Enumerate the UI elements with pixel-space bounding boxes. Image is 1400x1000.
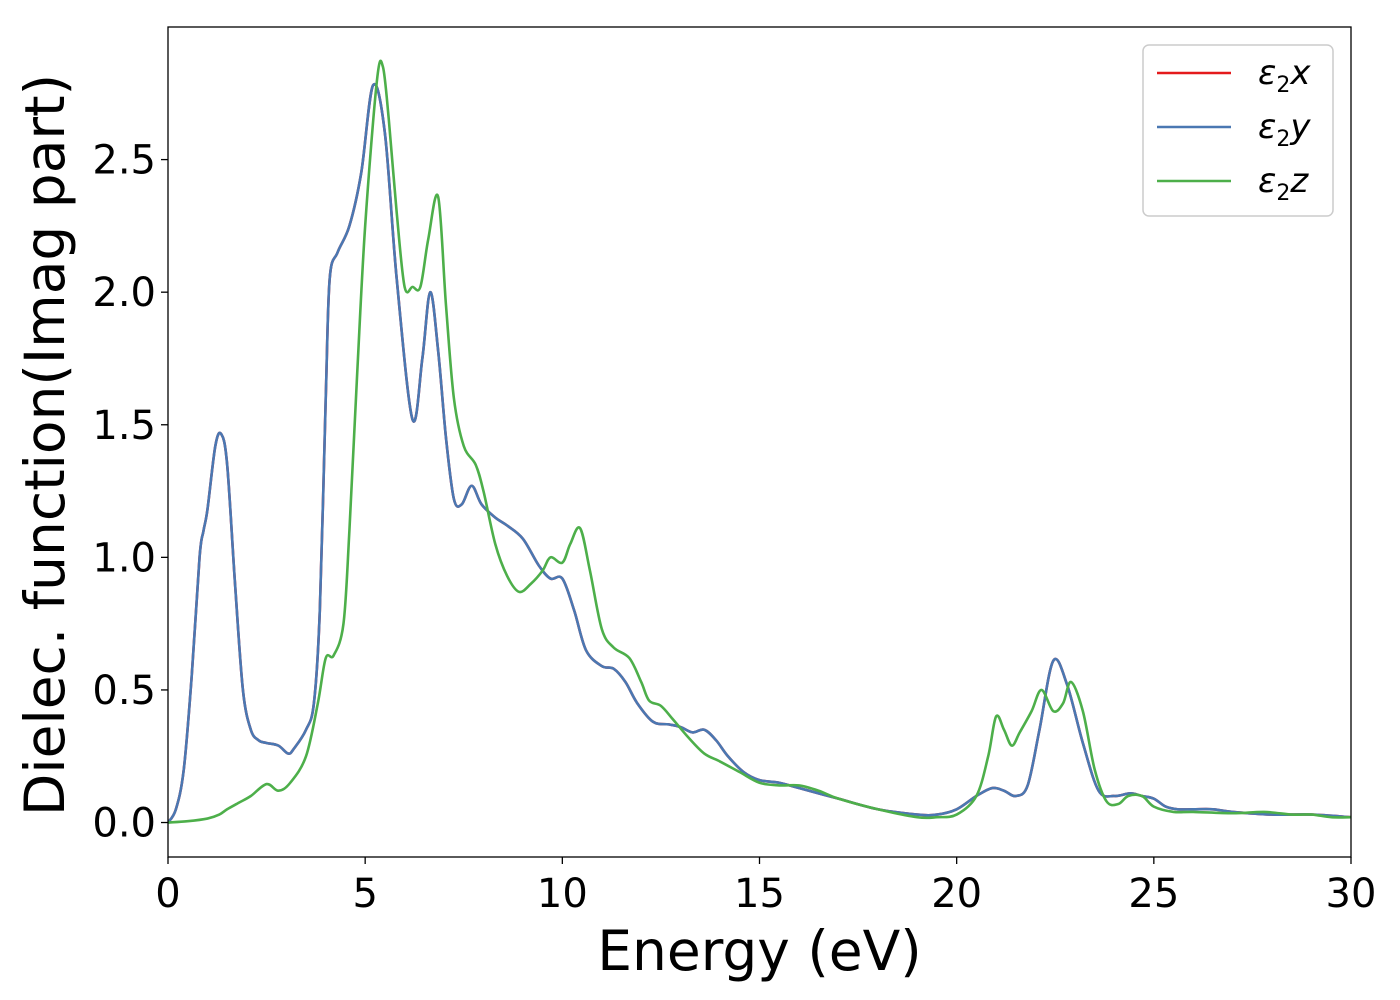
x-tick-label: 10 (537, 871, 588, 917)
legend-label-z: ε2z (1258, 161, 1309, 206)
y-tick-label: 0.5 (92, 668, 156, 714)
legend-label-y: ε2y (1258, 107, 1311, 152)
y-tick-label: 2.0 (92, 270, 156, 316)
series-line-y (168, 82, 1351, 824)
y-axis-label: Dielec. function(Imag part) (13, 74, 77, 816)
y-tick-label: 1.0 (92, 535, 156, 581)
y-tick-label: 2.5 (92, 138, 156, 184)
legend-box (1142, 44, 1334, 217)
y-tick-label: 0.0 (92, 801, 156, 847)
x-axis-label: Energy (eV) (597, 919, 921, 983)
x-tick-label: 0 (155, 871, 180, 917)
x-tick-label: 5 (352, 871, 377, 917)
legend-label-x: ε2x (1258, 53, 1311, 98)
y-tick-label: 1.5 (92, 403, 156, 449)
legend: ε2x ε2y ε2z (1142, 44, 1334, 217)
x-axis-ticks: 0 5 10 15 20 25 30 (155, 857, 1376, 917)
x-tick-label: 20 (931, 871, 982, 917)
x-tick-label: 30 (1326, 871, 1377, 917)
y-axis-ticks: 0.0 0.5 1.0 1.5 2.0 2.5 (92, 138, 168, 847)
x-tick-label: 25 (1128, 871, 1179, 917)
x-tick-label: 15 (734, 871, 785, 917)
series-layer (168, 59, 1351, 824)
series-line-z (168, 59, 1351, 824)
